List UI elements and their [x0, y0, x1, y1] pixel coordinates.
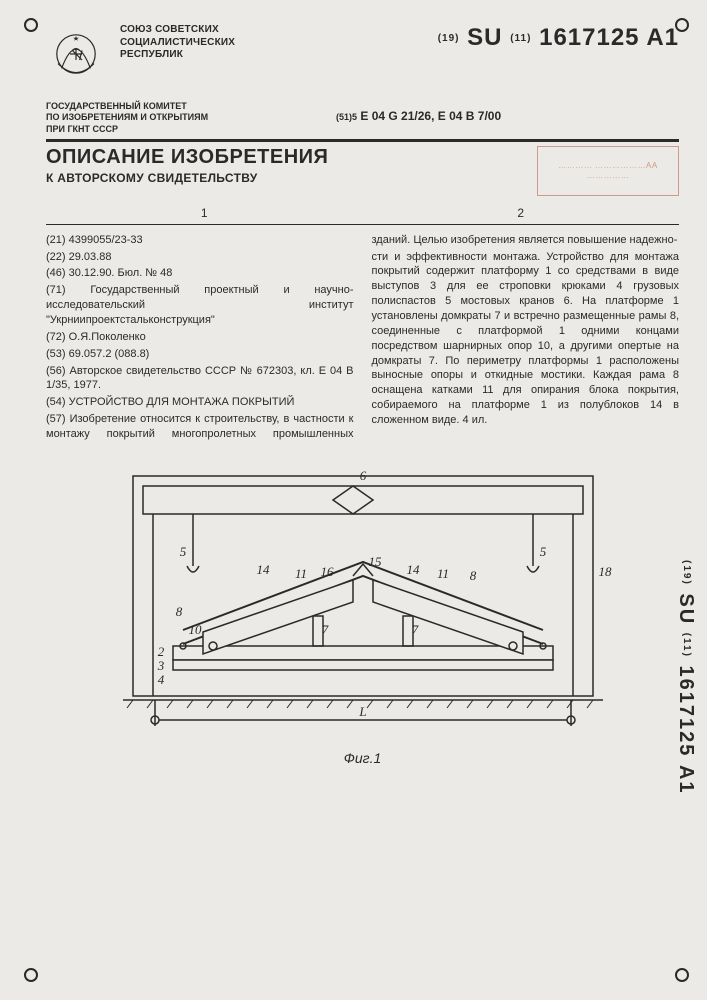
inid-72: (72) О.Я.Поколенко — [46, 330, 354, 345]
ipc-classification: (51)5 E 04 G 21/26, E 04 B 7/00 — [336, 109, 679, 123]
callout: 2 — [157, 644, 164, 659]
title-block: ОПИСАНИЕ ИЗОБРЕТЕНИЯ К АВТОРСКОМУ СВИДЕТ… — [46, 146, 679, 196]
callout: 8 — [469, 568, 476, 583]
pub-country: SU — [467, 24, 502, 51]
document-title: ОПИСАНИЕ ИЗОБРЕТЕНИЯ — [46, 146, 328, 169]
committee-name: ГОСУДАРСТВЕННЫЙ КОМИТЕТ ПО ИЗОБРЕТЕНИЯМ … — [46, 101, 266, 135]
callout: 6 — [359, 468, 366, 483]
committee-line: ГОСУДАРСТВЕННЫЙ КОМИТЕТ — [46, 101, 266, 112]
side-country: SU — [675, 593, 697, 625]
inid-21: (21) 4399055/23-33 — [46, 233, 354, 248]
inid-71: (71) Государственный проектный и научно-… — [46, 283, 354, 328]
callout: 10 — [188, 622, 202, 637]
side-kind: A1 — [675, 765, 697, 795]
pub-kind: A1 — [646, 24, 679, 51]
side-inid-19: (19) — [681, 560, 692, 586]
ipc-codes: E 04 G 21/26, E 04 B 7/00 — [360, 109, 501, 123]
bibliographic-columns: (21) 4399055/23-33 (22) 29.03.88 (46) 30… — [46, 233, 679, 442]
callout: 5 — [179, 544, 186, 559]
col-num-right: 2 — [517, 206, 524, 220]
side-number: 1617125 — [675, 666, 697, 758]
callout: 5 — [539, 544, 546, 559]
figure-drawing: 6 5 14 11 16 15 14 11 8 5 18 8 10 7 7 2 … — [83, 456, 643, 746]
figure-caption: Фиг.1 — [344, 750, 382, 766]
reg-mark-tr — [675, 18, 689, 32]
inid-51: (51)5 — [336, 112, 357, 122]
inid-11: (11) — [510, 33, 531, 44]
callout: 8 — [175, 604, 182, 619]
callout: 7 — [321, 622, 328, 637]
abstract-right: сти и эффективности монтажа. Устройство … — [372, 250, 680, 428]
reg-mark-bl — [24, 968, 38, 982]
inid-53: (53) 69.057.2 (088.8) — [46, 347, 354, 362]
figure-1: 6 5 14 11 16 15 14 11 8 5 18 8 10 7 7 2 … — [46, 456, 679, 766]
callout: 7 — [411, 622, 418, 637]
inid-22: (22) 29.03.88 — [46, 250, 354, 265]
committee-line: ПРИ ГКНТ СССР — [46, 124, 266, 135]
callout: 16 — [320, 564, 334, 579]
callout: 15 — [368, 554, 382, 569]
committee-line: ПО ИЗОБРЕТЕНИЯМ И ОТКРЫТИЯМ — [46, 112, 266, 123]
dim-label: L — [358, 704, 366, 719]
document-subtitle: К АВТОРСКОМУ СВИДЕТЕЛЬСТВУ — [46, 171, 328, 185]
callout: 11 — [294, 566, 306, 581]
reg-mark-br — [675, 968, 689, 982]
callout: 3 — [156, 658, 164, 673]
callout: 14 — [406, 562, 420, 577]
inid-54: (54) УСТРОЙСТВО ДЛЯ МОНТАЖА ПОКРЫТИЙ — [46, 395, 354, 410]
divider — [46, 139, 679, 142]
ussr-emblem-icon — [46, 24, 106, 89]
pub-number: 1617125 — [539, 24, 639, 51]
divider — [46, 224, 679, 225]
patent-page: СОЮЗ СОВЕТСКИХ СОЦИАЛИСТИЧЕСКИХ РЕСПУБЛИ… — [0, 0, 707, 1000]
col-num-left: 1 — [201, 206, 208, 220]
side-inid-11: (11) — [681, 633, 692, 658]
callout: 11 — [436, 566, 448, 581]
column-numbers: 1 2 — [46, 206, 679, 220]
inid-46: (46) 30.12.90. Бюл. № 48 — [46, 266, 354, 281]
inid-56: (56) Авторское свидетельство СССР № 6723… — [46, 364, 354, 394]
side-publication-id: (19) SU (11) 1617125 A1 — [674, 560, 697, 795]
publication-id: (19) SU (11) 1617125 A1 — [438, 24, 679, 52]
reg-mark-tl — [24, 18, 38, 32]
inid-19: (19) — [438, 33, 460, 44]
union-name: СОЮЗ СОВЕТСКИХ СОЦИАЛИСТИЧЕСКИХ РЕСПУБЛИ… — [120, 24, 270, 62]
callout: 14 — [256, 562, 270, 577]
union-line: СОЮЗ СОВЕТСКИХ — [120, 24, 270, 37]
union-line: РЕСПУБЛИК — [120, 49, 270, 62]
callout: 4 — [157, 672, 164, 687]
header: СОЮЗ СОВЕТСКИХ СОЦИАЛИСТИЧЕСКИХ РЕСПУБЛИ… — [46, 24, 679, 89]
library-stamp: ………… ………………АА …………… — [537, 146, 679, 196]
union-line: СОЦИАЛИСТИЧЕСКИХ — [120, 37, 270, 50]
callout: 18 — [598, 564, 612, 579]
